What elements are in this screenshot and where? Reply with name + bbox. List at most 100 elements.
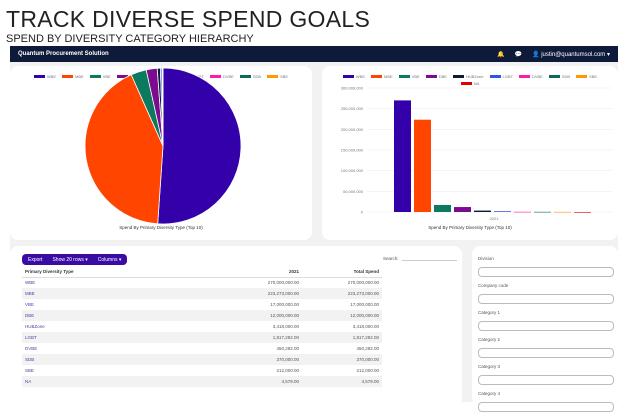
filter-label: Company code [478,283,612,288]
cell-value: 370,000.00 [302,354,382,365]
filter-label: Category 4 [478,391,612,396]
cell-type[interactable]: DVBE [22,343,222,354]
user-email: justin@quantumsol.com [541,52,605,58]
user-icon: 👤 [532,52,541,58]
cell-value: 270,000,000.00 [222,277,302,288]
bar-chart: 0 50,000,000 100,000,000 150,000,000 200,000… [322,66,618,240]
search-label: Search: [383,256,399,261]
cell-value: 12,000,000.00 [302,310,382,321]
cell-value: 212,000.00 [222,365,302,376]
chat-icon[interactable]: 💬 [515,51,522,58]
bell-icon[interactable]: 🔔 [497,51,504,58]
bar-MBE[interactable] [414,120,431,212]
cell-value: 3,418,000.00 [222,321,302,332]
filter-label: Category 1 [478,310,612,315]
navbar: Quantum Procurement Solution 🔔 💬 👤 justi… [10,46,618,62]
filter-label: Category 3 [478,364,612,369]
cell-type[interactable]: WBE [22,277,222,288]
table-toolbar: Export Show 20 rows ▾ Columns ▾ [22,254,127,265]
col-header-total[interactable]: Total Spend [302,266,382,277]
cell-value: 1,817,292.00 [302,332,382,343]
bar-WBE[interactable] [394,100,411,212]
brand[interactable]: Quantum Procurement Solution [18,51,109,57]
data-table: Primary Diversity Type 2021 Total Spend … [22,266,382,387]
table-search: Search: [383,255,457,261]
cell-value: 270,000,000.00 [302,277,382,288]
y-tick-label: 0 [361,210,364,215]
cell-value: 17,000,000.00 [302,299,382,310]
filter-input[interactable] [478,348,614,358]
x-tick-label: 2021 [490,216,500,221]
bar-VBE[interactable] [434,205,451,212]
pie-chart [10,66,312,240]
search-input[interactable] [402,255,457,261]
cell-value: 223,273,000.00 [222,288,302,299]
filter-input[interactable] [478,375,614,385]
y-tick-label: 250,000,000 [341,106,364,111]
y-tick-label: 50,000,000 [343,189,364,194]
bar-LGBT[interactable] [494,211,511,212]
col-header-2021[interactable]: 2021 [222,266,302,277]
filter-label: Division [478,256,612,261]
filter-panel: Division Company code Category 1 Category 2… [472,246,618,406]
cell-type[interactable]: MBE [22,288,222,299]
cell-type[interactable]: NA [22,376,222,387]
bar-DBE[interactable] [454,207,471,212]
cell-value: 370,000.00 [222,354,302,365]
cell-value: 3,418,000.00 [302,321,382,332]
bar-SDB[interactable] [534,212,551,213]
user-menu[interactable]: 👤 justin@quantumsol.com ▾ [532,51,610,58]
show-rows-button[interactable]: Show 20 rows ▾ [52,257,87,263]
cell-type[interactable]: SDB [22,354,222,365]
pie-caption: Spend By Primary Diversity Type (Top 10) [10,225,312,230]
cell-value: 4,579.00 [222,376,302,387]
bar-caption: Spend By Primary Diversity Type (Top 10) [322,225,618,230]
page-title: TRACK DIVERSE SPEND GOALS [6,6,370,33]
filter-input[interactable] [478,267,614,277]
bar-SBE[interactable] [554,212,571,213]
pie-slice-WBE[interactable] [158,68,241,224]
y-tick-label: 100,000,000 [341,168,364,173]
export-button[interactable]: Export [28,257,42,263]
y-tick-label: 200,000,000 [341,127,364,132]
filter-label: Category 2 [478,337,612,342]
filter-input[interactable] [478,321,614,331]
bar-DVBE[interactable] [514,212,531,213]
table-card: Export Show 20 rows ▾ Columns ▾ Search: … [10,246,462,406]
cell-type[interactable]: HUBZone [22,321,222,332]
columns-button[interactable]: Columns ▾ [98,257,122,263]
cell-type[interactable]: LGBT [22,332,222,343]
y-tick-label: 300,000,000 [341,86,364,91]
filter-input[interactable] [478,294,614,304]
cell-value: 17,000,000.00 [222,299,302,310]
cell-value: 450,292.00 [222,343,302,354]
filter-input[interactable] [478,402,614,412]
cell-value: 4,579.00 [302,376,382,387]
cell-value: 12,000,000.00 [222,310,302,321]
bar-NA[interactable] [574,212,591,213]
col-header-type[interactable]: Primary Diversity Type [22,266,222,277]
cell-value: 450,292.00 [302,343,382,354]
cell-value: 223,273,000.00 [302,288,382,299]
y-tick-label: 150,000,000 [341,148,364,153]
page-subtitle: SPEND BY DIVERSITY CATEGORY HIERARCHY [6,33,254,45]
cell-type[interactable]: VBE [22,299,222,310]
cell-value: 1,817,292.00 [222,332,302,343]
cell-type[interactable]: DBE [22,310,222,321]
cell-value: 212,000.00 [302,365,382,376]
bar-HUBZone[interactable] [474,211,491,212]
cell-type[interactable]: SBE [22,365,222,376]
